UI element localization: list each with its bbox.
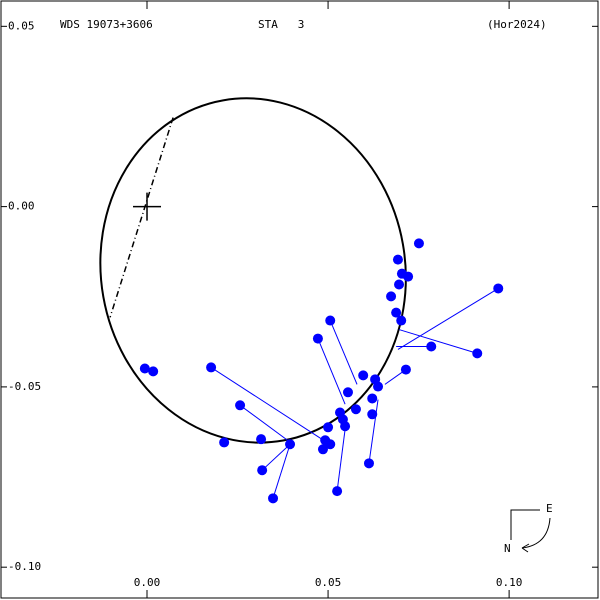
primary-star: [133, 192, 162, 221]
observation: [342, 387, 353, 398]
orbit-ellipse: [99, 97, 407, 444]
residual-line: [329, 320, 358, 385]
residual-line: [397, 288, 499, 350]
compass-arrow: [521, 517, 551, 549]
observation: [392, 254, 403, 265]
residual-line: [239, 404, 294, 445]
observation: [386, 291, 397, 302]
compass: E N: [504, 502, 553, 555]
observation: [358, 370, 369, 381]
reference: (Hor2024): [487, 18, 547, 31]
observation: [373, 381, 384, 392]
observation: [367, 409, 378, 420]
observation: [257, 465, 268, 476]
chart-title: WDS 19073+3606: [60, 18, 153, 31]
observation: [139, 363, 150, 374]
observation: [367, 393, 378, 404]
observation: [268, 493, 279, 504]
observation: [317, 444, 328, 455]
x-tick-label: 0.00: [134, 576, 161, 589]
observation: [472, 348, 483, 359]
residual-line: [261, 443, 291, 471]
y-tick-label: -0.10: [8, 560, 41, 573]
observation: [493, 283, 504, 294]
compass-north: N: [504, 542, 511, 555]
observation: [256, 434, 267, 445]
x-tick-label: 0.05: [315, 576, 342, 589]
chart-subtitle: STA 3: [258, 18, 304, 31]
observation: [235, 400, 246, 411]
residual-line: [272, 444, 291, 499]
observation: [285, 439, 296, 450]
observation: [325, 439, 336, 450]
observation: [332, 486, 343, 497]
residual-line: [368, 399, 379, 464]
compass-axes: [510, 509, 540, 540]
observation: [206, 362, 217, 373]
observation: [394, 279, 405, 290]
observation: [426, 341, 437, 352]
observation: [350, 404, 361, 415]
compass-arrowhead: [521, 543, 530, 553]
y-tick-label: 0.00: [8, 200, 35, 213]
line-of-nodes: [109, 117, 174, 318]
observation: [148, 366, 159, 377]
observation: [413, 238, 424, 249]
observation: [323, 422, 334, 433]
residual-line: [398, 329, 478, 354]
residual-line: [317, 338, 346, 405]
observation: [391, 307, 402, 318]
observation: [363, 458, 374, 469]
observation: [340, 421, 351, 432]
observation: [312, 333, 323, 344]
observation: [396, 315, 407, 326]
observation: [400, 364, 411, 375]
compass-east: E: [546, 502, 553, 515]
y-tick-label: -0.05: [8, 380, 41, 393]
y-tick-label: 0.05: [8, 19, 35, 32]
observation: [396, 268, 407, 279]
x-tick-label: 0.10: [496, 576, 523, 589]
residual-line: [210, 367, 323, 440]
observation: [325, 315, 336, 326]
observation: [219, 437, 230, 448]
residual-line: [336, 429, 346, 492]
